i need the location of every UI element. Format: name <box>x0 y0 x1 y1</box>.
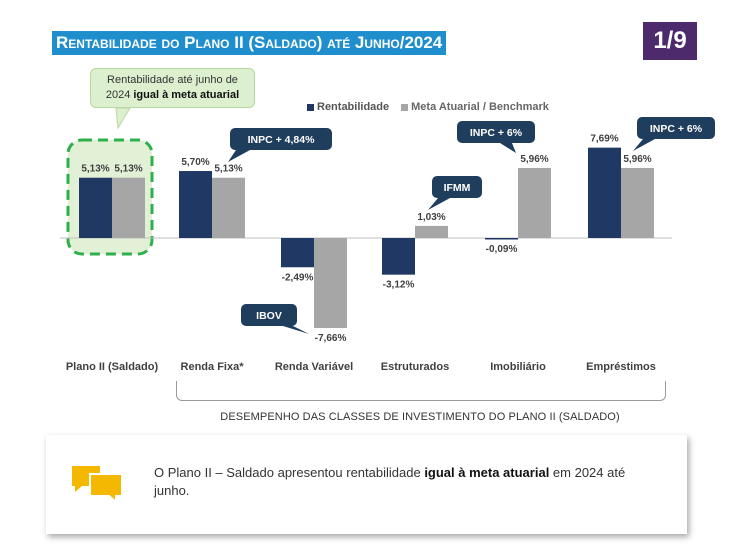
benchmark-tag-label-3: IFMM <box>444 182 471 194</box>
legend-swatch-rentabilidade <box>307 103 314 111</box>
x-tick-label-4: Imobiliário <box>490 361 546 373</box>
benchmark-tag-box-5 <box>637 117 715 139</box>
bar-meta-2 <box>314 238 347 329</box>
benchmark-tag-pointer-5 <box>633 139 655 151</box>
bar-meta-3 <box>415 225 448 238</box>
benchmark-tag-pointer-1 <box>228 150 250 162</box>
callout-line2: 2024 igual à meta atuarial <box>91 88 254 103</box>
bar-meta-4 <box>518 167 551 238</box>
data-label-meta-4: 5,96% <box>520 154 548 165</box>
data-label-rentabilidade-2: -2,49% <box>282 272 314 283</box>
summary-suffix: em 2024 até junho. <box>154 465 626 498</box>
x-tick-label-5: Empréstimos <box>586 361 656 373</box>
summary-text: O Plano II – Saldado apresentou rentabil… <box>154 464 664 500</box>
benchmark-tag-label-1: INPC + 4,84% <box>248 134 315 146</box>
data-label-meta-3: 1,03% <box>417 212 445 223</box>
benchmark-tag-box-1 <box>230 128 332 150</box>
x-tick-label-0: Plano II (Saldado) <box>66 361 159 373</box>
summary-card: O Plano II – Saldado apresentou rentabil… <box>46 435 687 534</box>
data-label-meta-5: 5,96% <box>623 154 651 165</box>
data-label-rentabilidade-0: 5,13% <box>81 164 109 175</box>
data-label-rentabilidade-5: 7,69% <box>590 134 618 145</box>
category-bracket <box>176 381 666 401</box>
data-label-meta-0: 5,13% <box>114 164 142 175</box>
benchmark-tag-label-2: IBOV <box>256 310 282 322</box>
bar-rentabilidade-3 <box>382 238 415 275</box>
bar-rentabilidade-0 <box>79 177 112 238</box>
bracket-label: DESEMPENHO DAS CLASSES DE INVESTIMENTO D… <box>220 411 620 423</box>
bar-rentabilidade-5 <box>588 147 621 238</box>
summary-bold: igual à meta atuarial <box>424 465 550 480</box>
data-label-rentabilidade-1: 5,70% <box>181 157 209 168</box>
chart-legend: Rentabilidade Meta Atuarial / Benchmark <box>307 101 561 113</box>
callout-box: Rentabilidade até junho de 2024 igual à … <box>90 68 255 108</box>
data-label-rentabilidade-4: -0,09% <box>486 244 518 255</box>
bar-meta-1 <box>212 177 245 238</box>
callout-line2-prefix: 2024 <box>105 89 134 101</box>
callout-line2-bold: igual à meta atuarial <box>133 89 240 101</box>
benchmark-tag-box-3 <box>432 176 482 198</box>
benchmark-tag-label-4: INPC + 6% <box>470 127 523 139</box>
bar-rentabilidade-2 <box>281 238 314 268</box>
benchmark-tag-label-5: INPC + 6% <box>650 123 703 135</box>
page-title: Rentabilidade do Plano II (Saldado) até … <box>52 31 447 55</box>
benchmark-tag-pointer-2 <box>283 326 309 334</box>
x-tick-label-2: Renda Variável <box>275 361 353 373</box>
page-indicator: 1/9 <box>643 22 697 60</box>
callout-line1: Rentabilidade até junho de <box>107 74 238 86</box>
benchmark-tag-box-4 <box>457 121 535 143</box>
legend-label-meta: Meta Atuarial / Benchmark <box>411 101 549 113</box>
benchmark-tag-pointer-3 <box>428 198 450 210</box>
callout-pointer <box>115 107 131 130</box>
benchmark-tag-pointer-4 <box>500 143 516 153</box>
bar-rentabilidade-1 <box>179 171 212 238</box>
data-label-meta-2: -7,66% <box>315 333 347 344</box>
legend-item-meta: Meta Atuarial / Benchmark <box>401 101 549 113</box>
x-tick-label-3: Estruturados <box>381 361 449 373</box>
bar-chart: 5,13% 5,13% Plano II (Saldado) 5,70% 5,13% Re… <box>60 107 715 373</box>
x-tick-label-1: Renda Fixa* <box>181 361 245 373</box>
legend-label-rentabilidade: Rentabilidade <box>317 101 390 113</box>
chat-bubbles-icon <box>72 466 123 504</box>
summary-prefix: O Plano II – Saldado apresentou rentabil… <box>154 465 425 480</box>
legend-item-rentabilidade: Rentabilidade <box>307 101 389 113</box>
bar-meta-0 <box>112 177 145 238</box>
data-label-meta-1: 5,13% <box>214 164 242 175</box>
legend-swatch-meta <box>401 103 409 111</box>
data-label-rentabilidade-3: -3,12% <box>383 280 415 291</box>
bar-rentabilidade-4 <box>485 238 518 240</box>
bar-meta-5 <box>621 167 654 238</box>
benchmark-tag-box-2 <box>241 304 297 326</box>
